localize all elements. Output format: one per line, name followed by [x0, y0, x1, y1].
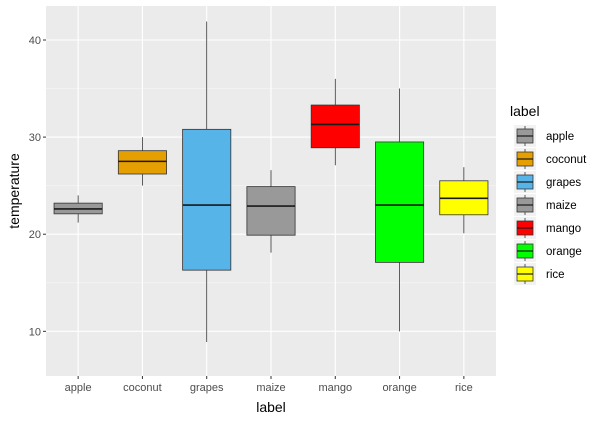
box-rect — [182, 128, 232, 271]
y-tick-label: 20 — [29, 229, 41, 241]
legend-label: rice — [546, 269, 565, 281]
x-axis-ticks: apple coconut grapes maize mango orange rice — [65, 376, 473, 394]
legend-item-orange: orange — [514, 240, 582, 262]
legend-label: orange — [546, 246, 582, 258]
legend-item-rice: rice — [514, 263, 565, 285]
legend-item-mango: mango — [514, 217, 581, 239]
box-orange — [375, 88, 425, 332]
legend-label: apple — [546, 131, 574, 143]
y-axis-title: temperature — [6, 153, 22, 229]
box-coconut — [117, 137, 167, 186]
box-mango — [310, 78, 360, 166]
y-tick-label: 40 — [29, 35, 41, 47]
box-rect — [117, 150, 167, 175]
box-rect — [375, 141, 425, 263]
legend-item-grapes: grapes — [514, 171, 581, 193]
legend-item-coconut: coconut — [514, 148, 587, 170]
legend-label: grapes — [546, 177, 581, 189]
legend-label: coconut — [546, 154, 587, 166]
box-rice — [439, 167, 489, 234]
box-rect — [246, 186, 296, 236]
x-tick-label: orange — [382, 382, 416, 394]
y-tick-label: 10 — [29, 326, 41, 338]
x-axis-title: label — [256, 399, 286, 415]
box-apple — [53, 195, 103, 223]
x-tick-label: maize — [256, 382, 285, 394]
x-tick-label: rice — [455, 382, 473, 394]
legend-label: maize — [546, 200, 577, 212]
boxes-layer — [53, 21, 489, 343]
y-tick-label: 30 — [29, 132, 41, 144]
box-maize — [246, 170, 296, 253]
legend: apple coconut grapes maize mango orange rice — [514, 125, 587, 285]
legend-item-maize: maize — [514, 194, 577, 216]
x-tick-label: coconut — [123, 382, 162, 394]
legend-title: label — [510, 103, 540, 119]
x-tick-label: apple — [65, 382, 92, 394]
x-tick-label: grapes — [190, 382, 224, 394]
legend-label: mango — [546, 223, 581, 235]
legend-item-apple: apple — [514, 125, 574, 147]
y-axis-ticks: 10 20 30 40 — [29, 35, 46, 338]
box-rect — [310, 104, 360, 149]
box-grapes — [182, 21, 232, 343]
x-tick-label: mango — [318, 382, 352, 394]
